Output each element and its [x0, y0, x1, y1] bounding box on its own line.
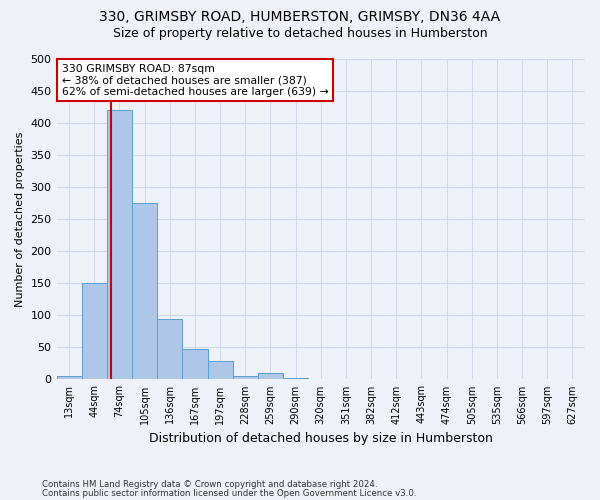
Bar: [132, 203, 157, 380]
Bar: [308, 379, 334, 380]
Text: 330, GRIMSBY ROAD, HUMBERSTON, GRIMSBY, DN36 4AA: 330, GRIMSBY ROAD, HUMBERSTON, GRIMSBY, …: [100, 10, 500, 24]
Bar: [283, 378, 308, 380]
Bar: [258, 373, 283, 380]
Bar: [182, 348, 208, 380]
Text: 330 GRIMSBY ROAD: 87sqm
← 38% of detached houses are smaller (387)
62% of semi-d: 330 GRIMSBY ROAD: 87sqm ← 38% of detache…: [62, 64, 329, 97]
Bar: [56, 376, 82, 380]
Y-axis label: Number of detached properties: Number of detached properties: [15, 132, 25, 307]
Text: Contains public sector information licensed under the Open Government Licence v3: Contains public sector information licen…: [42, 489, 416, 498]
Bar: [233, 376, 258, 380]
Bar: [157, 318, 182, 380]
X-axis label: Distribution of detached houses by size in Humberston: Distribution of detached houses by size …: [149, 432, 493, 445]
Bar: [107, 110, 132, 380]
Bar: [82, 284, 107, 380]
Text: Contains HM Land Registry data © Crown copyright and database right 2024.: Contains HM Land Registry data © Crown c…: [42, 480, 377, 489]
Bar: [208, 362, 233, 380]
Text: Size of property relative to detached houses in Humberston: Size of property relative to detached ho…: [113, 28, 487, 40]
